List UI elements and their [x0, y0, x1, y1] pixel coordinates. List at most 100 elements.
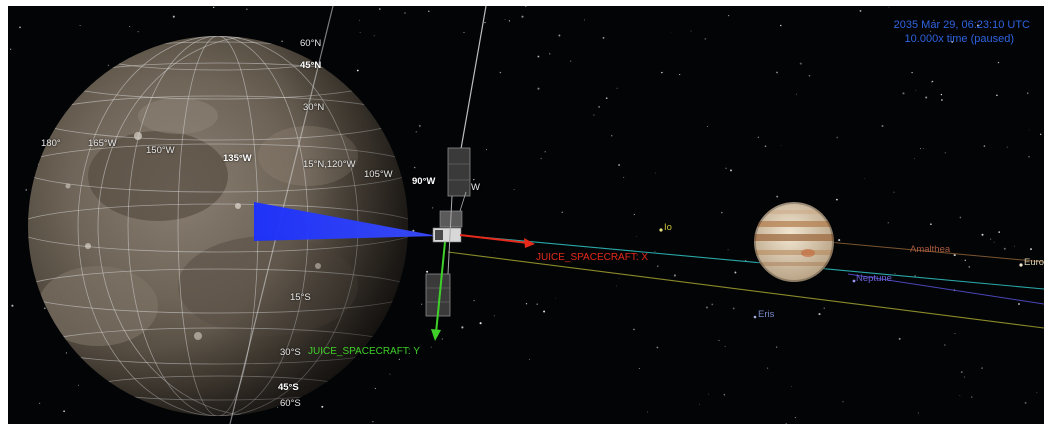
ganymede-moon[interactable] — [13, 36, 448, 416]
star — [281, 40, 283, 42]
lon-label-150w: 150°W — [146, 145, 175, 156]
lon-label-105w: 105°W — [364, 169, 393, 180]
lon-label-90w: 90°W — [412, 176, 436, 187]
3d-viewport[interactable]: 2035 Mar 29, 06:23:10 UTC 10.000x time (… — [8, 6, 1044, 424]
star — [990, 238, 992, 240]
star — [997, 61, 1000, 64]
star — [720, 211, 723, 214]
star — [963, 376, 965, 378]
star — [757, 136, 760, 139]
star — [764, 145, 767, 148]
io-label[interactable]: Io — [664, 222, 672, 233]
juice-spacecraft[interactable] — [425, 147, 471, 317]
star — [172, 15, 175, 18]
star — [404, 12, 406, 14]
star — [964, 259, 967, 262]
star — [724, 345, 726, 348]
star — [493, 315, 495, 317]
star — [647, 411, 648, 413]
star — [823, 307, 825, 309]
neptune-label[interactable]: Neptune — [856, 273, 892, 284]
star — [473, 299, 475, 302]
star — [727, 14, 730, 17]
star — [79, 24, 81, 27]
eris-label[interactable]: Eris — [758, 309, 775, 320]
star — [944, 344, 946, 346]
star — [63, 410, 65, 413]
star — [780, 24, 782, 27]
europa-label[interactable]: Europ — [1024, 257, 1044, 268]
star — [521, 15, 524, 18]
star — [808, 74, 811, 77]
star — [11, 304, 14, 307]
star — [859, 9, 862, 12]
star — [902, 92, 905, 95]
star — [543, 310, 546, 313]
star — [412, 229, 415, 232]
star — [894, 24, 896, 27]
star — [528, 358, 531, 360]
star — [914, 158, 915, 159]
star — [690, 30, 692, 32]
star — [796, 93, 797, 95]
star — [1024, 401, 1027, 404]
star — [981, 233, 984, 236]
star — [499, 71, 502, 74]
star — [954, 333, 956, 335]
star — [321, 405, 324, 408]
orbit-line-teal — [447, 233, 1044, 290]
lon-label-135w: 135°W — [223, 153, 252, 164]
star — [835, 198, 838, 201]
star — [931, 80, 934, 83]
star — [441, 338, 443, 340]
star — [661, 71, 663, 74]
star — [776, 71, 778, 74]
star — [794, 416, 796, 419]
star — [623, 176, 625, 178]
star — [791, 386, 793, 387]
star — [561, 211, 563, 213]
star — [107, 64, 110, 67]
star — [940, 93, 943, 96]
star — [951, 41, 954, 43]
x-axis-label: JUICE_SPACECRAFT: X — [536, 252, 649, 263]
star — [727, 249, 729, 251]
star — [718, 339, 720, 341]
star — [246, 8, 248, 10]
star — [732, 307, 735, 310]
star — [432, 207, 434, 209]
star — [1003, 247, 1006, 250]
star — [137, 31, 139, 33]
star — [415, 131, 418, 133]
star — [508, 20, 511, 22]
star — [1039, 133, 1042, 136]
star — [998, 231, 1000, 233]
star — [1028, 156, 1030, 158]
star — [842, 401, 844, 403]
star — [1036, 392, 1038, 394]
star — [65, 352, 67, 354]
lat-label-45s: 45°S — [278, 382, 299, 393]
star — [536, 303, 539, 306]
lat-label-30s: 30°S — [280, 347, 301, 358]
star — [914, 275, 916, 277]
amalthea-label[interactable]: Amalthea — [910, 244, 951, 255]
star — [654, 250, 656, 252]
star — [598, 106, 600, 108]
star — [494, 251, 496, 253]
simulation-time: 2035 Mar 29, 06:23:10 UTC — [893, 19, 1030, 31]
star — [372, 420, 374, 423]
orbit-line-olive — [447, 251, 1044, 329]
star — [213, 6, 215, 9]
star — [43, 307, 46, 310]
jupiter-planet[interactable] — [748, 200, 848, 284]
star — [894, 273, 896, 274]
star — [1028, 129, 1030, 131]
star — [616, 285, 617, 287]
io-dot — [659, 228, 663, 232]
star — [389, 373, 391, 375]
star — [485, 149, 487, 151]
space-scene[interactable] — [8, 6, 1044, 424]
lon-label-165w: 165°W — [88, 138, 117, 149]
star — [898, 337, 901, 340]
